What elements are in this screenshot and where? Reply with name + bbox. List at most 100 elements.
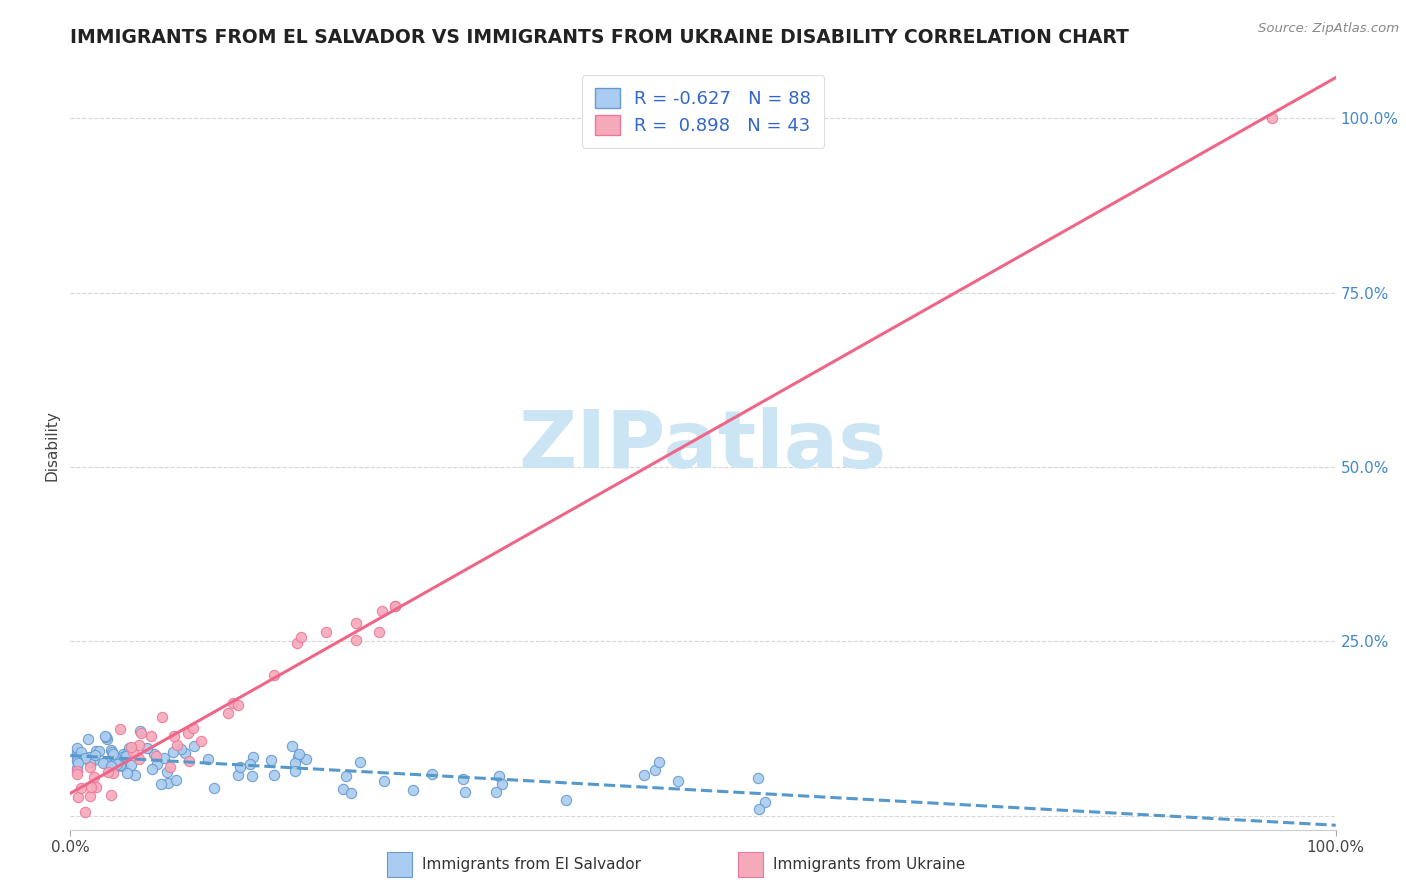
Point [283,756,305,770]
Point [344,616,367,631]
Point [335,770,357,784]
Point [93,756,115,771]
Point [84,780,107,795]
Point [115,748,138,763]
Point [139,729,162,743]
Point [197,752,219,766]
Point [97,765,120,780]
Point [332,782,354,797]
Point [66,756,89,771]
Point [166,738,188,752]
Point [143,747,166,762]
Point [79,789,101,803]
Text: Immigrants from Ukraine: Immigrants from Ukraine [773,857,966,871]
Point [174,746,197,760]
Point [65,761,87,775]
Text: ZIPatlas: ZIPatlas [519,407,887,485]
Point [242,750,264,764]
Point [83,748,105,763]
Point [349,756,371,770]
Point [165,772,187,787]
Point [107,759,129,773]
Point [239,756,262,771]
Point [170,741,193,756]
Point [633,768,655,782]
Point [110,750,132,764]
Point [156,764,179,779]
Point [129,724,152,739]
Point [145,757,167,772]
Point [79,760,101,774]
Point [648,755,671,769]
Point [103,766,125,780]
Point [283,764,305,778]
Point [177,725,200,739]
Point [190,734,212,748]
Point [103,754,125,768]
Point [373,773,395,788]
Point [83,770,105,784]
Point [84,744,107,758]
Point [65,764,87,779]
Point [108,757,131,772]
Point [80,780,103,795]
Point [94,755,117,769]
Point [128,752,150,766]
Point [668,774,690,789]
Point [112,747,135,761]
Point [217,706,239,720]
Point [260,753,283,767]
Point [120,758,142,772]
Point [367,624,389,639]
Point [83,753,105,767]
Point [339,786,361,800]
Point [181,721,204,735]
Point [263,768,285,782]
Point [66,789,89,804]
Point [77,750,100,764]
Point [485,784,508,798]
Point [110,723,132,737]
Point [162,745,184,759]
Point [128,738,150,752]
Point [104,753,127,767]
Text: Immigrants from El Salvador: Immigrants from El Salvador [422,857,641,871]
Point [66,767,89,781]
Point [79,755,101,769]
Point [491,777,513,791]
Point [73,805,96,819]
Point [384,599,406,614]
Point [120,740,142,755]
Point [183,739,205,754]
Point [150,710,173,724]
Point [226,768,249,782]
Point [70,780,93,795]
Point [159,760,181,774]
Point [115,765,138,780]
Point [287,749,309,764]
Point [229,760,252,774]
Point [129,725,152,739]
Point [163,729,186,743]
Point [101,747,124,761]
Point [118,741,141,756]
Point [94,729,117,743]
Point [153,751,176,765]
Y-axis label: Disability: Disability [44,410,59,482]
Point [202,780,225,795]
Point [294,752,316,766]
Point [100,759,122,773]
Point [141,762,163,776]
Point [124,768,146,782]
Point [122,745,145,759]
Point [149,777,172,791]
Point [384,599,406,614]
Point [290,630,312,644]
Point [100,788,122,802]
Point [285,636,308,650]
Point [65,746,87,760]
Point [281,739,304,753]
Point [451,772,474,787]
Point [100,743,122,757]
Point [65,750,87,764]
